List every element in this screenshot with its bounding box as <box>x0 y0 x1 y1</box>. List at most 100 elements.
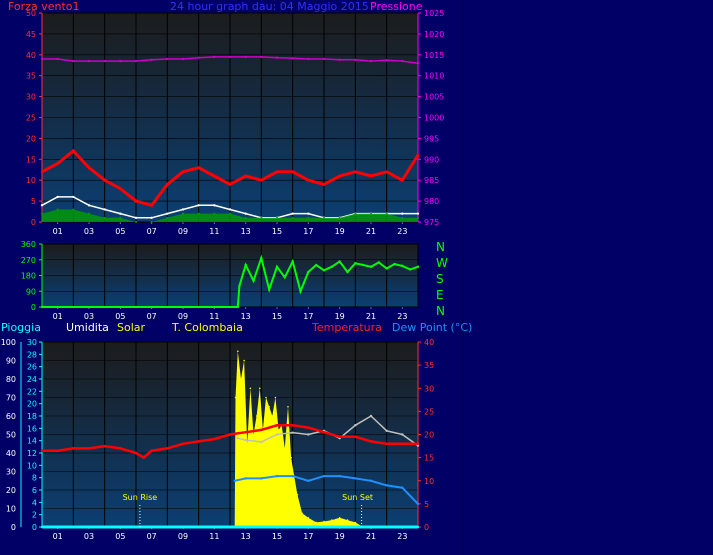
y-tick-label-left: 15 <box>26 155 36 164</box>
point-temperature <box>307 426 310 429</box>
point-wind-gust-white <box>197 204 200 207</box>
y-tick-label-humidity: 10 <box>6 505 16 514</box>
y-tick-label-dir: 360 <box>21 240 36 249</box>
chart-title: 24 hour graph dau: 04 Maggio 2015 <box>170 0 369 13</box>
point-dewpoint <box>291 474 294 478</box>
x-tick-label: 05 <box>115 532 125 541</box>
point-temperature <box>142 456 146 459</box>
point-temperature <box>338 435 341 439</box>
point-wind-green <box>72 208 75 211</box>
point-dewpoint <box>416 502 420 506</box>
x-tick-label: 01 <box>53 532 63 541</box>
point-wind-force <box>87 166 91 169</box>
point-pressure <box>322 57 326 61</box>
point-wind-force <box>322 183 326 186</box>
series-solar <box>234 351 364 527</box>
point-solar <box>323 520 325 523</box>
legend-rain: Pioggia <box>1 321 41 334</box>
point-humidity <box>236 437 240 440</box>
point-pressure <box>150 58 153 62</box>
point-wind-gust-white <box>150 216 153 220</box>
point-solar <box>243 359 245 362</box>
point-humidity <box>385 429 388 432</box>
point-wind-green <box>323 216 325 219</box>
point-wind-force <box>354 170 357 174</box>
x-tick-label: 03 <box>84 532 94 541</box>
y-tick-label-humidity: 50 <box>6 431 16 440</box>
point-solar <box>287 405 289 408</box>
point-temperature <box>213 437 216 441</box>
point-wind-green <box>119 216 122 219</box>
point-wind-force <box>385 170 388 174</box>
point-solar <box>338 516 341 519</box>
pressure-label: Pressione <box>370 0 423 13</box>
y-tick-label-left: 0 <box>31 218 36 227</box>
point-wind-green <box>354 212 357 215</box>
point-humidity <box>307 433 310 436</box>
point-wind-force <box>369 174 373 178</box>
x-tick-label: 03 <box>84 312 94 321</box>
point-direction <box>416 265 420 268</box>
point-direction <box>377 261 381 264</box>
point-pressure <box>87 59 91 63</box>
point-direction <box>369 265 373 268</box>
y-tick-label-dir: 180 <box>21 272 36 281</box>
point-dewpoint <box>260 477 263 480</box>
y-tick-label-left: 10 <box>26 176 36 185</box>
point-humidity <box>291 431 294 434</box>
x-tick-label: 09 <box>178 227 188 236</box>
y-tick-label-rain: 4 <box>32 498 37 507</box>
point-wind-green <box>135 221 137 223</box>
y-tick-label-rain: 12 <box>27 449 37 458</box>
y-tick-label-humidity: 90 <box>6 357 16 366</box>
y-tick-label-rain: 2 <box>32 511 37 520</box>
legend-station: T. Colombaia <box>172 321 243 334</box>
point-dewpoint <box>275 474 279 478</box>
dir-letter-s: S <box>436 272 444 286</box>
point-dewpoint <box>307 479 310 482</box>
x-tick-label: 17 <box>303 312 313 321</box>
series-direction <box>42 254 419 308</box>
dir-letter-n-top: N <box>436 240 445 254</box>
y-tick-label-rain: 16 <box>27 424 37 433</box>
y-tick-label-left: 30 <box>26 93 36 102</box>
y-tick-label-rain: 0 <box>32 523 37 532</box>
point-direction <box>238 284 241 288</box>
y-tick-label-rain: 18 <box>27 412 37 421</box>
y-tick-label-right: 975 <box>424 218 439 227</box>
y-tick-label-temp: 5 <box>424 500 429 509</box>
point-wind-gust-white <box>291 212 294 215</box>
point-wind-gust-white <box>228 208 232 211</box>
point-wind-force <box>40 170 44 174</box>
point-rain <box>40 525 44 529</box>
point-wind-green <box>417 216 419 219</box>
point-temperature <box>401 442 404 445</box>
y-tick-label-rain: 24 <box>27 375 37 384</box>
point-humidity <box>354 424 357 427</box>
x-tick-label: 07 <box>147 532 157 541</box>
point-wind-green <box>401 216 404 219</box>
point-wind-green <box>166 216 169 219</box>
y-tick-label-humidity: 60 <box>6 412 16 421</box>
y-tick-label-right: 1005 <box>424 93 444 102</box>
point-pressure <box>228 55 232 59</box>
point-humidity <box>260 440 263 444</box>
point-direction <box>408 268 412 271</box>
point-wind-green <box>385 212 388 215</box>
x-tick-label: 05 <box>115 312 125 321</box>
point-direction <box>401 264 404 268</box>
point-dewpoint <box>244 477 247 480</box>
x-tick-label: 15 <box>272 312 282 321</box>
point-pressure <box>181 57 185 61</box>
point-wind-gust-white <box>87 204 91 207</box>
point-wind-gust-white <box>103 208 106 211</box>
point-temperature <box>72 447 75 450</box>
point-pressure <box>354 58 357 62</box>
point-direction <box>236 305 240 309</box>
point-pressure <box>197 56 200 59</box>
y-tick-label-temp: 10 <box>424 477 434 486</box>
y-tick-label-left: 25 <box>26 114 36 123</box>
y-tick-label-right: 1015 <box>424 51 444 60</box>
y-tick-label-rain: 22 <box>27 387 37 396</box>
